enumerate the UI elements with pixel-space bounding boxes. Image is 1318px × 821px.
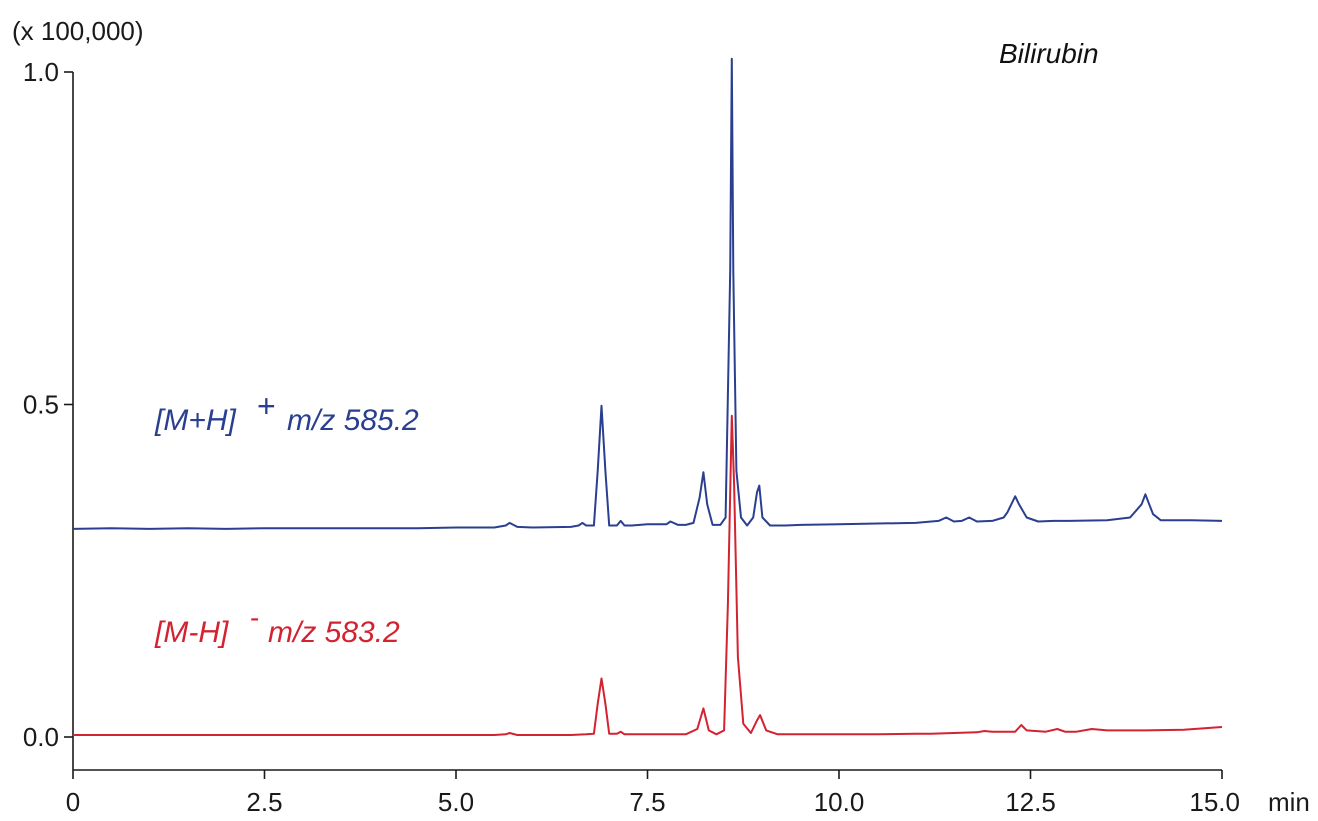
series-label-mz: m/z 583.2 [268,616,400,649]
y-scale-label: (x 100,000) [12,16,144,46]
x-tick-label: 5.0 [438,787,474,817]
series-label-mz: m/z 585.2 [287,404,419,437]
series-label-charge: - [250,602,259,633]
trace-negative-mode [73,414,1223,736]
x-tick-label: 7.5 [629,787,665,817]
y-ticks: 0.0 0.5 1.0 [23,57,73,752]
series-label-charge: + [257,388,276,424]
y-tick-label: 1.0 [23,57,59,87]
x-ticks: 0 2.5 5.0 7.5 10.0 12.5 15.0 [66,770,1240,817]
series-label-mh-minus: [M-H] - m/z 583.2 [154,602,400,649]
series-label-prefix: [M+H] [154,404,237,437]
axes [72,72,1222,771]
series-label-prefix: [M-H] [154,616,229,649]
x-tick-label: 0 [66,787,80,817]
x-tick-label: 12.5 [1005,787,1056,817]
x-tick-label: 10.0 [814,787,865,817]
y-tick-label: 0.0 [23,722,59,752]
y-tick-label: 0.5 [23,390,59,420]
x-unit-label: min [1268,787,1310,817]
series-label-mh-plus: [M+H] + m/z 585.2 [154,388,419,437]
x-tick-label: 2.5 [246,787,282,817]
traces [72,57,1223,736]
x-tick-label: 15.0 [1189,787,1240,817]
chart-title: Bilirubin [999,38,1099,69]
trace-positive-mode [72,57,1223,530]
